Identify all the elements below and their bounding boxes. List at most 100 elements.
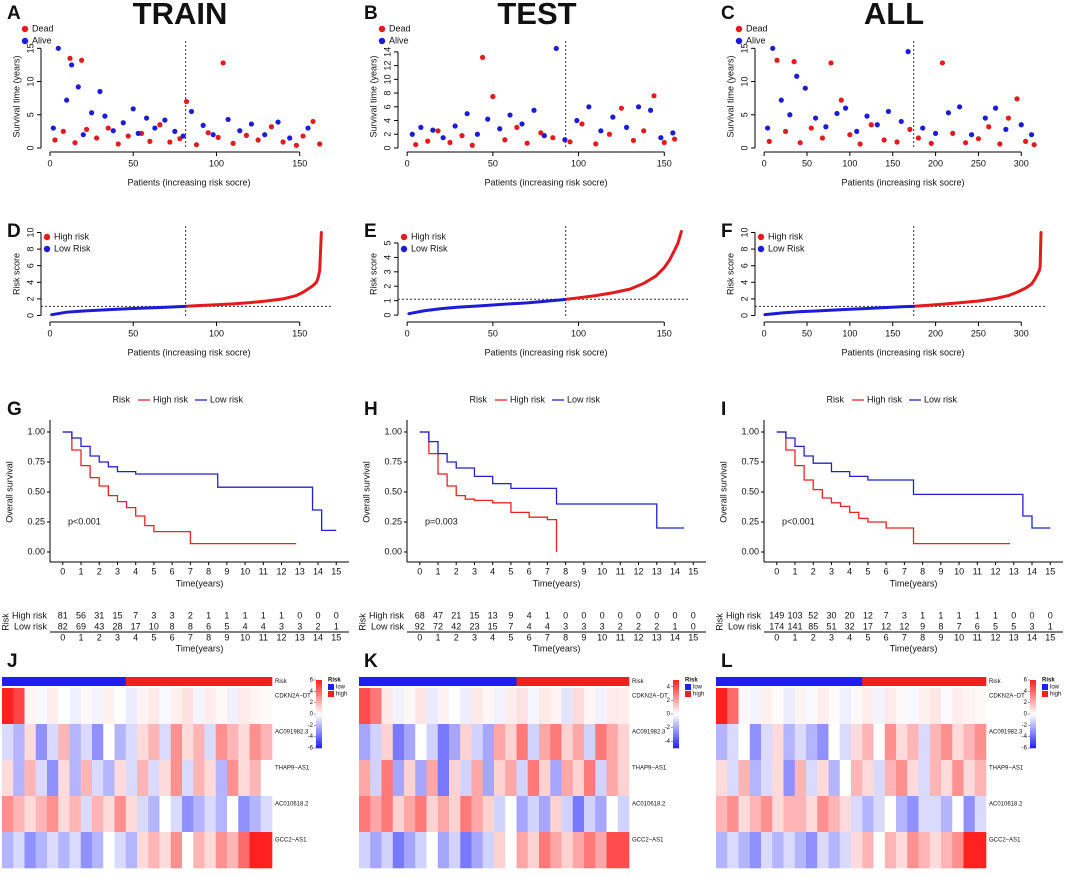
x-tick-label: 0 <box>60 566 65 576</box>
colorbar-segment <box>673 720 679 724</box>
heat-cell <box>392 796 405 833</box>
point <box>167 139 173 145</box>
heat-cell <box>24 760 37 797</box>
annotation-cell <box>359 677 371 686</box>
heat-cell <box>817 796 829 833</box>
colorbar-segment <box>1030 711 1036 715</box>
heat-cell <box>606 796 619 833</box>
heat-cell <box>907 832 919 869</box>
colorbar-segment <box>673 702 679 706</box>
colorbar-segment <box>1030 686 1036 690</box>
heat-cell <box>952 760 964 797</box>
heat-cell <box>817 832 829 869</box>
x-tick-label: 150 <box>657 158 672 168</box>
risk-table-value: 103 <box>787 610 802 620</box>
point <box>275 119 281 125</box>
point <box>287 135 293 141</box>
heat-cell <box>204 760 217 797</box>
annotation-cell <box>69 677 82 686</box>
x-tick-label: 7 <box>545 566 550 576</box>
heat-cell <box>370 688 382 725</box>
colorbar-segment <box>1030 729 1036 733</box>
point <box>819 135 826 141</box>
point <box>794 73 800 79</box>
heat-cell <box>370 832 382 869</box>
point <box>72 140 78 146</box>
heat-cell <box>550 688 562 725</box>
heat-cell <box>738 724 751 761</box>
heat-cell <box>249 796 262 833</box>
risk-table-value: 4 <box>261 621 266 631</box>
x-tick-label: 7 <box>902 566 907 576</box>
x-axis-label: Time(years) <box>533 578 581 588</box>
risk-table-value: 69 <box>76 621 86 631</box>
heat-cell <box>404 760 416 797</box>
point <box>120 120 126 126</box>
point <box>618 105 625 111</box>
y-axis-label: Risk score <box>725 253 735 295</box>
annotation-cell <box>929 677 942 686</box>
x-tick-label: 0 <box>405 158 410 168</box>
colorbar-segment <box>316 698 322 701</box>
point <box>982 115 988 121</box>
colorbar-segment <box>673 729 679 733</box>
risk-table-tick-label: 15 <box>331 632 341 642</box>
colorbar-segment <box>673 736 679 740</box>
legend-label: Low Risk <box>768 243 805 253</box>
heat-cell <box>817 760 829 797</box>
heat-cell <box>494 832 506 869</box>
heat-cell <box>907 688 919 725</box>
point <box>992 105 999 111</box>
survival-curve <box>62 431 337 532</box>
heat-cell <box>170 796 183 833</box>
colorbar-segment <box>316 684 322 688</box>
point <box>764 125 771 131</box>
heat-cell <box>260 760 273 797</box>
y-axis-label: Overall survival <box>361 461 371 523</box>
x-tick-label: 50 <box>128 328 138 338</box>
row-label: GCC2−AS1 <box>632 838 664 844</box>
risk-table-tick-label: 15 <box>1045 632 1055 642</box>
legend-label: Alive <box>389 35 409 45</box>
x-tick-label: 300 <box>1014 158 1029 168</box>
annotation-cell <box>381 677 394 686</box>
heat-cell <box>69 796 82 833</box>
point <box>60 128 66 134</box>
heat-cell <box>381 832 394 869</box>
heat-cell <box>13 688 25 725</box>
x-tick-label: 1 <box>435 566 440 576</box>
heat-cell <box>24 832 37 869</box>
heat-cell <box>828 796 841 833</box>
colorbar-segment <box>1030 745 1036 749</box>
heat-cell <box>47 796 59 833</box>
x-tick-label: 150 <box>292 328 307 338</box>
heat-cell <box>606 832 619 869</box>
heat-cell <box>182 832 194 869</box>
risk-table-tick-label: 3 <box>115 632 120 642</box>
colorbar-segment <box>1030 709 1036 713</box>
risk-table-x-label: Time(years) <box>176 643 224 653</box>
heat-cell <box>449 688 461 725</box>
point <box>671 136 678 142</box>
y-tick-label: 0.50 <box>384 486 402 496</box>
risk-table-value: 7 <box>884 610 889 620</box>
legend-marker <box>735 37 743 45</box>
heat-cell <box>783 688 796 725</box>
y-tick-label: 4 <box>382 255 392 260</box>
x-tick-label: 0 <box>47 328 52 338</box>
risk-table-value: 7 <box>133 610 138 620</box>
annotation-cell <box>862 677 874 686</box>
x-tick-label: 0 <box>417 566 422 576</box>
legend-swatch <box>1042 691 1048 697</box>
legend-swatch <box>685 684 691 690</box>
risk-table-tick-label: 4 <box>133 632 138 642</box>
heat-cell <box>392 760 405 797</box>
colorbar-segment <box>1030 725 1036 728</box>
p-value: p<0.001 <box>68 516 101 526</box>
point <box>69 62 75 68</box>
x-tick-label: 100 <box>571 158 586 168</box>
point <box>67 55 73 61</box>
annotation-cell <box>80 677 93 686</box>
colorbar-segment <box>673 727 679 731</box>
heat-cell <box>437 688 450 725</box>
